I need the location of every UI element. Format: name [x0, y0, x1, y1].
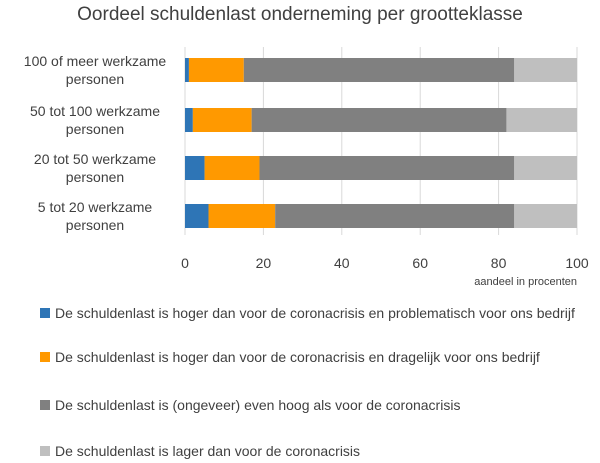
x-tick-label-60: 60	[412, 255, 428, 271]
bar-row2-series1	[204, 156, 260, 180]
x-axis-title: aandeel in procenten	[474, 276, 577, 288]
legend-item-bearable: De schuldenlast is hoger dan voor de cor…	[40, 348, 575, 367]
category-label-0: 100 of meer werkzame personen	[24, 53, 167, 87]
x-tick-label-100: 100	[565, 255, 589, 271]
legend-swatch-lower	[40, 446, 50, 456]
x-tick-label-40: 40	[334, 255, 350, 271]
chart-title: Oordeel schuldenlast onderneming per gro…	[77, 4, 523, 25]
bar-row1-series2	[251, 108, 507, 132]
legend-item-same: De schuldenlast is (ongeveer) even hoog …	[40, 396, 575, 415]
bar-row3-series2	[275, 204, 515, 228]
bar-row0-series2	[243, 58, 515, 82]
category-label-2-line-0: 20 tot 50 werkzame	[34, 151, 156, 167]
legend-swatch-problematic	[40, 308, 50, 318]
bar-row3-series3	[514, 204, 577, 228]
x-tick-label-20: 20	[256, 255, 272, 271]
legend-item-problematic: De schuldenlast is hoger dan voor de cor…	[40, 304, 575, 323]
bars	[185, 58, 577, 228]
legend-item-lower: De schuldenlast is lager dan voor de cor…	[40, 442, 575, 461]
legend-swatch-bearable	[40, 352, 50, 362]
category-label-0-line-0: 100 of meer werkzame	[24, 53, 167, 69]
bar-row1-series0	[185, 108, 193, 132]
bar-row3-series0	[185, 204, 209, 228]
legend-label-lower: De schuldenlast is lager dan voor de cor…	[55, 443, 361, 459]
x-tick-label-80: 80	[491, 255, 507, 271]
bar-row0-series3	[514, 58, 577, 82]
x-tick-label-0: 0	[181, 255, 189, 271]
category-label-3: 5 tot 20 werkzame personen	[38, 199, 153, 233]
bar-row2-series2	[259, 156, 515, 180]
legend-label-problematic: De schuldenlast is hoger dan voor de cor…	[55, 305, 575, 321]
bar-row3-series1	[208, 204, 276, 228]
bar-row1-series1	[192, 108, 252, 132]
category-label-0-line-1: personen	[66, 71, 124, 87]
bar-row0-series0	[185, 58, 189, 82]
bar-row2-series0	[185, 156, 205, 180]
category-label-2: 20 tot 50 werkzame personen	[34, 151, 156, 185]
x-tick-labels: 0 20 40 60 80 100	[181, 255, 589, 271]
legend-label-bearable: De schuldenlast is hoger dan voor de cor…	[55, 349, 540, 365]
category-label-1-line-0: 50 tot 100 werkzame	[30, 103, 160, 119]
gridlines	[184, 47, 578, 235]
category-label-3-line-1: personen	[66, 217, 124, 233]
category-label-1-line-1: personen	[66, 121, 124, 137]
bar-row2-series3	[514, 156, 577, 180]
legend-label-same: De schuldenlast is (ongeveer) even hoog …	[55, 397, 461, 413]
category-label-3-line-0: 5 tot 20 werkzame	[38, 199, 153, 215]
bar-row0-series1	[188, 58, 244, 82]
category-label-2-line-1: personen	[66, 169, 124, 185]
category-label-1: 50 tot 100 werkzame personen	[30, 103, 160, 137]
legend-swatch-same	[40, 400, 50, 410]
bar-row1-series3	[506, 108, 577, 132]
